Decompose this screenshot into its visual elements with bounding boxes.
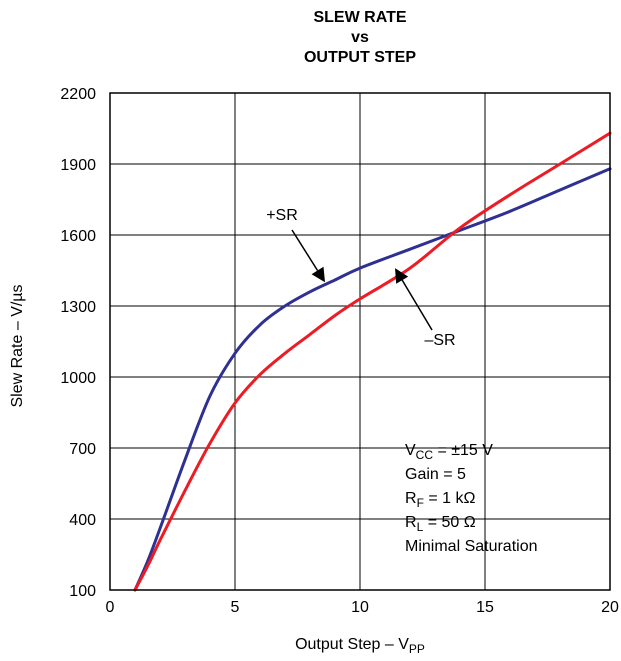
grid-lines (109, 92, 611, 591)
y-tick-labels: 100 400 700 1000 1300 1600 1900 2200 (60, 86, 96, 600)
series-label-0: +SR (266, 207, 298, 224)
series-label-arrow (291, 229, 319, 271)
chart-title-line-2: vs (351, 29, 369, 46)
x-tick-label: 5 (231, 599, 240, 616)
series-line-0 (133, 167, 612, 592)
series-label-arrowhead (311, 266, 325, 283)
y-tick-label: 1300 (60, 299, 96, 316)
conditions-annotation: VCC = ±15 V Gain = 5 RF = 1 kΩ RL = 50 Ω Min… (405, 442, 538, 555)
series-label-1: –SR (424, 332, 455, 349)
plot-frame (109, 92, 611, 591)
x-tick-label: 0 (106, 599, 115, 616)
y-tick-label: 1000 (60, 370, 96, 387)
chart-title: SLEW RATE vs OUTPUT STEP (304, 9, 416, 66)
annotation-line: Gain = 5 (405, 466, 466, 483)
y-tick-label: 700 (69, 441, 96, 458)
annotation-line: Minimal Saturation (405, 538, 538, 555)
chart-title-line-1: SLEW RATE (313, 9, 406, 26)
x-tick-labels: 0 5 10 15 20 (106, 599, 619, 616)
x-tick-label: 20 (601, 599, 619, 616)
annotation-line: RF = 1 kΩ (405, 490, 475, 510)
x-axis-label: Output Step – VPP (295, 636, 425, 656)
annotation-line: RL = 50 Ω (405, 514, 476, 534)
series-label-arrow (401, 279, 433, 331)
y-tick-label: 400 (69, 512, 96, 529)
y-tick-label: 2200 (60, 86, 96, 103)
annotation-line: VCC = ±15 V (405, 442, 493, 462)
y-axis-label: Slew Rate – V/µs (9, 284, 26, 407)
y-tick-label: 1600 (60, 228, 96, 245)
y-tick-label: 100 (69, 583, 96, 600)
x-tick-label: 10 (351, 599, 369, 616)
series-lines (133, 131, 612, 592)
series-line-1 (133, 131, 612, 592)
y-tick-label: 1900 (60, 157, 96, 174)
chart-title-line-3: OUTPUT STEP (304, 49, 416, 66)
series-label-arrowhead (395, 268, 409, 284)
series-labels: +SR –SR (266, 207, 455, 349)
x-tick-label: 15 (476, 599, 494, 616)
